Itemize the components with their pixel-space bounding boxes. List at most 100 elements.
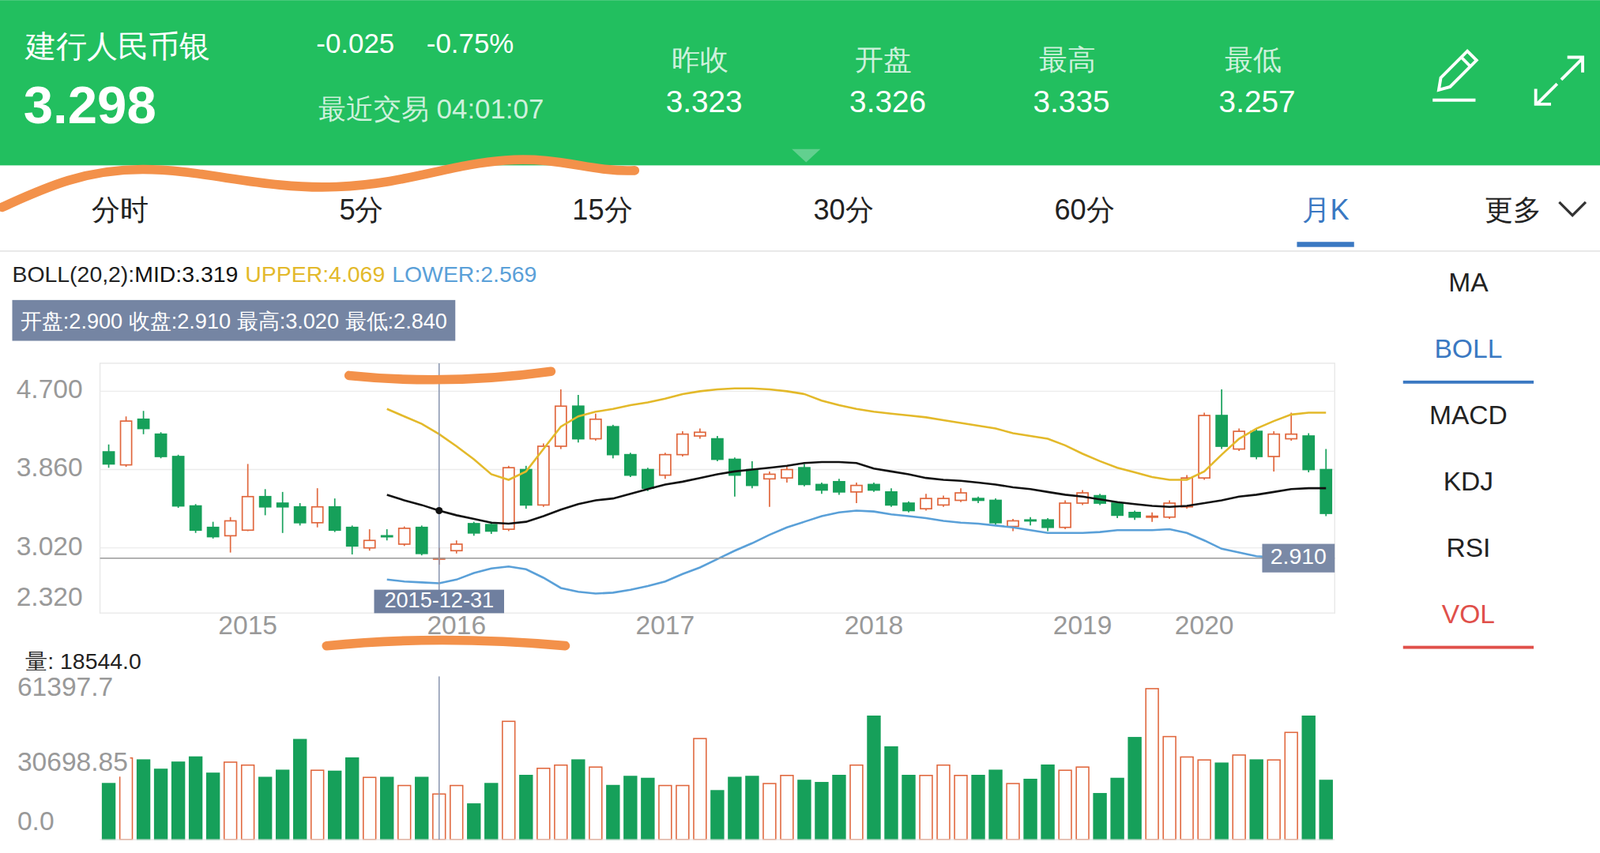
candle-body	[1059, 503, 1071, 528]
boll-line	[387, 462, 1326, 524]
volume-bar	[154, 769, 168, 840]
volume-bar	[415, 777, 429, 840]
volume-bar	[606, 786, 620, 840]
volume-bar	[798, 780, 811, 840]
volume-bar	[867, 716, 881, 840]
period-tab[interactable]: 30分	[813, 193, 874, 226]
candle-body	[990, 500, 1002, 523]
volume-bar	[224, 762, 238, 840]
volume-bar	[1058, 770, 1072, 840]
volume-bar	[1302, 716, 1315, 840]
volume-bar	[172, 762, 185, 840]
candle-body	[885, 492, 897, 506]
candle-body	[590, 419, 602, 440]
volume-bar	[763, 783, 776, 840]
candle-body	[259, 496, 272, 508]
period-tab[interactable]: 更多	[1484, 193, 1542, 226]
volume-bar	[485, 783, 498, 840]
candle-body	[798, 467, 810, 485]
volume-bar	[1180, 756, 1194, 840]
candle-body	[468, 523, 480, 534]
y-tick-label: 30698.85	[17, 747, 128, 777]
candle-body	[1024, 519, 1036, 521]
volume-bar	[137, 760, 151, 840]
candle-body	[1111, 503, 1123, 516]
indicator-underline	[1403, 646, 1534, 650]
indicator-tab[interactable]: VOL	[1441, 599, 1495, 629]
period-tab[interactable]: 5分	[338, 193, 384, 226]
volume-bar	[624, 776, 637, 840]
volume-bar	[641, 779, 655, 841]
candle-body	[1181, 478, 1193, 508]
volume-bar	[971, 775, 985, 840]
candle-body	[677, 434, 689, 456]
volume-bar	[1197, 760, 1211, 840]
volume-bar	[346, 758, 359, 840]
grid-line	[100, 547, 1336, 549]
edit-icon[interactable]	[1432, 51, 1477, 101]
x-tick-label: 2015	[218, 610, 278, 640]
stat-label: 最高	[1039, 43, 1096, 76]
crosshair-vertical	[438, 363, 441, 614]
last-price: 3.298	[23, 75, 157, 135]
stat-value: 3.323	[666, 84, 743, 119]
x-tick-label: 2017	[636, 610, 696, 640]
indicator-tab[interactable]: MACD	[1429, 400, 1508, 430]
volume-bar	[711, 790, 724, 840]
volume-bar	[311, 770, 324, 840]
volume-bar	[989, 770, 1002, 840]
candle-body	[642, 470, 654, 490]
volume-bar	[293, 739, 307, 840]
volume-bar	[102, 783, 116, 840]
candle-body	[1129, 512, 1141, 518]
candle-body	[1268, 434, 1280, 457]
y-tick-label: 4.700	[16, 374, 83, 404]
indicator-tab[interactable]: MA	[1448, 267, 1489, 298]
volume-bar	[554, 765, 568, 840]
indicator-tab[interactable]: RSI	[1445, 533, 1491, 563]
pointer	[791, 149, 821, 163]
indicator-tab[interactable]: KDJ	[1443, 466, 1494, 497]
edit-icon-body	[1438, 51, 1477, 91]
volume-bar	[519, 775, 533, 840]
hand-annotation	[349, 371, 552, 381]
candle-body	[781, 470, 793, 479]
period-tab[interactable]: 分时	[91, 193, 149, 226]
indicator-tab[interactable]: BOLL	[1434, 334, 1503, 364]
volume-bar	[1232, 755, 1246, 840]
instrument-name: 建行人民币银	[24, 29, 211, 64]
boll-line	[387, 388, 1326, 481]
candle-body	[937, 498, 949, 505]
candle-body	[1302, 436, 1314, 471]
volume-bar	[1110, 779, 1124, 841]
grid-line	[100, 469, 1336, 471]
candle-body	[381, 535, 393, 537]
volume-bar	[815, 783, 829, 840]
tab-separator	[0, 250, 1600, 253]
candle-body	[207, 527, 219, 538]
period-tab[interactable]: 60分	[1054, 193, 1115, 226]
expand-icon-arrows	[1536, 56, 1583, 104]
screen: 建行人民币银3.298-0.025-0.75%最近交易 04:01:07昨收3.…	[0, 0, 1600, 853]
stat-label: 开盘	[854, 43, 912, 76]
ohlc-tooltip: 开盘:2.900 收盘:2.910 最高:3.020 最低:2.840	[20, 308, 448, 334]
crosshair-vertical-volume	[438, 676, 441, 840]
x-tick-label: 2018	[844, 610, 904, 640]
crosshair-value-box	[1261, 544, 1335, 573]
volume-bar	[954, 775, 968, 840]
volume-bar	[537, 768, 550, 840]
candle-body	[955, 493, 967, 501]
volume-bar	[572, 760, 585, 840]
volume-bar	[380, 777, 394, 840]
candle-body	[155, 434, 167, 457]
period-tab[interactable]: 15分	[572, 193, 633, 226]
period-tab[interactable]: 月K	[1302, 193, 1350, 226]
price-change: -0.025	[316, 27, 395, 59]
volume-bar	[467, 804, 481, 840]
candle-body	[173, 456, 185, 507]
label-patch	[15, 806, 57, 836]
expand-icon[interactable]	[1536, 56, 1583, 104]
volume-bar	[1024, 779, 1037, 840]
label-patch	[15, 747, 130, 777]
volume-bar	[1041, 765, 1055, 840]
